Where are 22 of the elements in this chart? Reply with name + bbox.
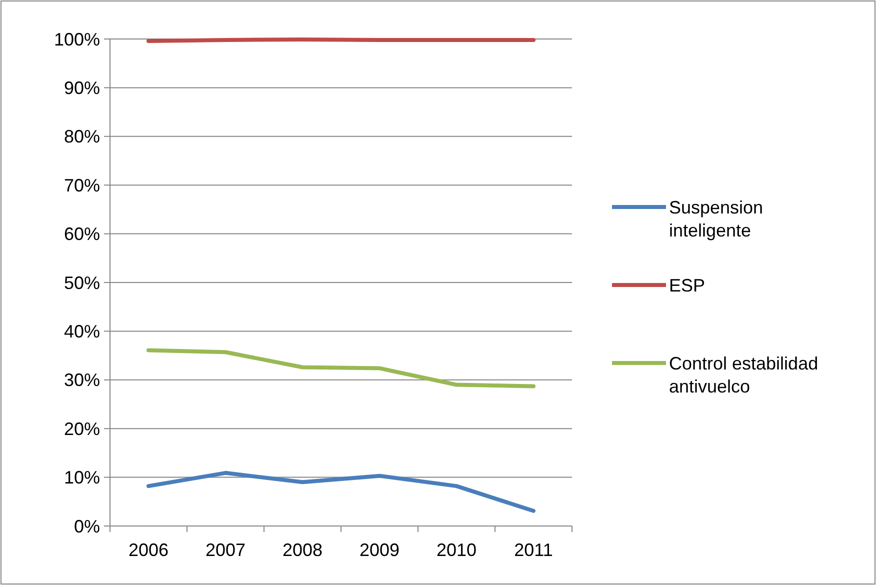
y-tick-label: 70%	[64, 175, 100, 196]
y-tick-label: 100%	[54, 29, 100, 50]
x-tick-label: 2009	[359, 540, 400, 560]
x-tick-label: 2007	[205, 540, 246, 560]
y-tick-label: 30%	[64, 370, 100, 390]
y-tick-label: 90%	[64, 78, 100, 98]
x-tick-label: 2010	[436, 540, 477, 560]
y-tick-label: 20%	[64, 418, 100, 439]
legend-label: Suspension inteligente	[669, 197, 764, 241]
line-series	[146, 470, 536, 513]
y-tick-label: 60%	[64, 224, 100, 244]
legend-label: Control estabilidad antivuelco	[669, 353, 818, 397]
y-tick-label: 80%	[64, 126, 100, 147]
y-tick-label: 50%	[64, 272, 100, 293]
x-tick-label: 2008	[282, 540, 323, 560]
y-tick-label: 10%	[64, 468, 100, 488]
y-tick-label: 0%	[74, 516, 100, 536]
y-tick-label: 40%	[64, 322, 100, 342]
line-series	[146, 348, 536, 388]
x-tick-label: 2011	[514, 540, 553, 560]
legend-label: ESP	[669, 275, 706, 296]
x-tick-label: 2006	[128, 540, 169, 560]
